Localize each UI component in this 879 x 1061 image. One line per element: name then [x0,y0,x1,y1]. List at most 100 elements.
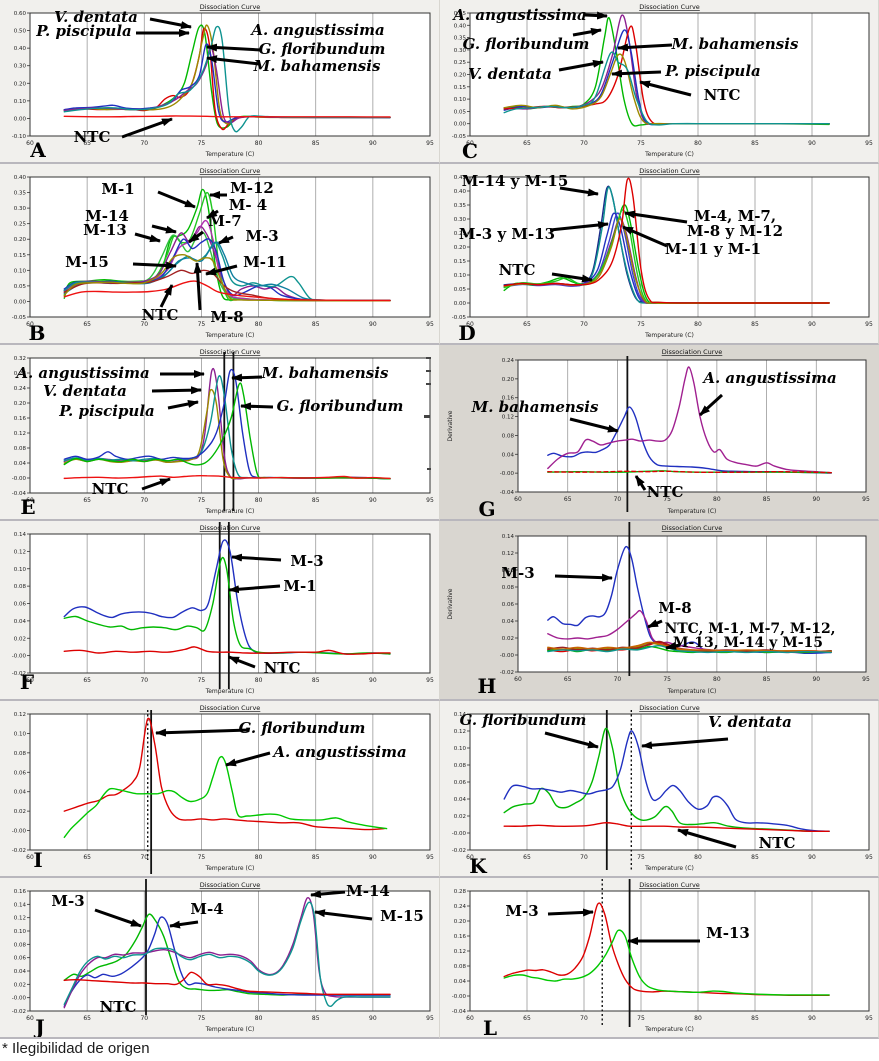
panel-grid: 0.60 0.50 0.40 0.30 0.20 0.10 0.00 -0.10 60 65 70 7… [0,0,879,1039]
x-axis-label: Temperature (C) [205,1026,255,1033]
panel-letter: B [29,321,46,343]
annotation-arrow [206,209,219,220]
panel-G: 0.24 0.20 0.16 0.12 0.08 0.04 -0.00 -0.04 60 65 70… [440,345,879,521]
x-tick-label: 90 [369,677,377,684]
figure-footnote: * Ilegibilidad de origen [0,1039,879,1060]
y-tick-label: 0.10 [454,746,467,752]
annotation-label: NTC [759,834,796,852]
y-tick-label: 0.04 [502,619,515,625]
x-tick-label: 75 [198,140,206,147]
y-tick-label: 0.40 [14,46,27,52]
x-axis-label: Temperature (C) [205,865,255,872]
artifact-mark [426,383,431,385]
y-tick-label: 0.10 [502,568,515,574]
y-tick-label: 0.06 [502,602,515,608]
annotation-label: M-3 [501,564,534,582]
x-axis-label: Temperature (C) [205,508,255,515]
x-axis-label: Temperature (C) [644,865,694,872]
annotation-label: M- 4 [229,196,268,214]
annotation-label: A. angustissima [271,743,406,761]
y-tick-label: 0.16 [454,934,467,940]
x-tick-label: 60 [514,676,522,683]
y-tick-label: 0.20 [502,377,515,383]
annotation-label: M. bahamensis [671,35,799,53]
y-tick-label: 0.06 [14,956,27,962]
panel-letter: K [469,854,487,876]
annotation-label: G. floribundum [460,711,587,729]
annotation-arrow [558,59,604,72]
plot-area [30,534,430,673]
x-tick-label: 70 [140,497,148,504]
panel-L-chart: 0.28 0.24 0.20 0.16 0.12 0.08 0.04 -0.00 -0.0460… [452,879,873,1037]
y-tick-label: 0.02 [14,982,26,988]
plot-area [30,891,430,1011]
x-tick-label: 75 [198,854,206,861]
x-tick-label: 60 [26,140,34,147]
x-tick-label: 60 [26,1015,34,1022]
panel-H: 0.14 0.12 0.10 0.08 0.06 0.04 0.02 -0.00 -0.02 60… [440,521,879,701]
annotation-label: V. dentata [54,8,138,26]
x-tick-label: 95 [426,677,434,684]
y-tick-label: 0.24 [502,358,515,364]
plot-area [470,714,869,850]
annotation-label: NTC [264,659,301,677]
annotation-arrow [549,221,609,232]
annotation-arrow [647,619,663,629]
x-tick-label: 85 [312,497,320,504]
panel-title: Dissociation Curve [200,348,261,356]
annotation-label: M-14 y M-15 [462,172,569,190]
y-tick-label: -0.00 [12,996,27,1002]
y-tick-label: 0.24 [454,904,467,910]
panel-letter: G [478,497,495,519]
y-tick-label: 0.35 [454,36,467,42]
y-tick-label: 0.30 [454,217,467,223]
annotation-arrow [134,232,161,243]
y-tick-label: 0.32 [14,356,26,362]
x-axis-label: Temperature (C) [205,332,255,339]
annotation-label: NTC [499,261,536,279]
x-tick-label: 75 [637,1015,645,1022]
y-tick-label: 0.20 [14,81,27,87]
x-tick-label: 95 [865,854,873,861]
y-tick-label: 0.14 [454,712,467,718]
x-tick-label: 70 [580,1015,588,1022]
annotation-label: G. floribundum [277,397,404,415]
y-tick-label: 0.00 [454,122,467,128]
x-tick-label: 65 [564,496,572,503]
y-tick-label: 0.00 [454,301,467,307]
annotation-label: NTC, M-1, M-7, M-12, [664,621,835,637]
x-tick-label: 85 [312,1015,320,1022]
x-tick-label: 75 [198,677,206,684]
annotation-label: NTC [74,128,111,146]
x-tick-label: 65 [523,140,531,147]
panel-I: 0.12 0.10 0.08 0.06 0.04 0.02 -0.00 -0.02 60 65 70… [0,701,440,878]
annotation-label: M-3 [245,227,278,245]
x-tick-label: 95 [426,497,434,504]
y-tick-label: 0.28 [454,889,467,895]
y-tick-label: 0.20 [14,401,27,407]
panel-H-chart: 0.14 0.12 0.10 0.08 0.06 0.04 0.02 -0.00 -0.0260… [447,522,870,698]
annotation-label: M-14 [85,207,129,225]
curve-v-dentata [503,730,830,832]
x-tick-label: 60 [466,1015,474,1022]
panel-C-chart: 0.45 0.40 0.35 0.30 0.25 0.20 0.15 0.10 0.05 0.00… [451,3,873,162]
annotation-arrow [617,43,673,52]
y-tick-label: 0.15 [454,259,467,265]
annotation-label: M-15 [380,907,424,925]
annotation-arrow [205,264,238,276]
annotation-label: M-13 [83,221,127,239]
annotation-arrow [547,908,594,917]
curve-ntc [547,470,832,474]
annotation-arrow [121,117,173,139]
x-tick-label: 80 [255,1015,263,1022]
panel-title: Dissociation Curve [662,524,723,532]
y-tick-label: 0.06 [454,780,467,786]
x-tick-label: 95 [426,140,434,147]
y-tick-label: -0.02 [12,848,26,854]
x-tick-label: 65 [83,1015,91,1022]
annotation-arrow [218,235,234,245]
annotation-label: V. dentata [708,713,792,731]
x-tick-label: 80 [255,140,263,147]
annotation-arrow [240,402,274,411]
